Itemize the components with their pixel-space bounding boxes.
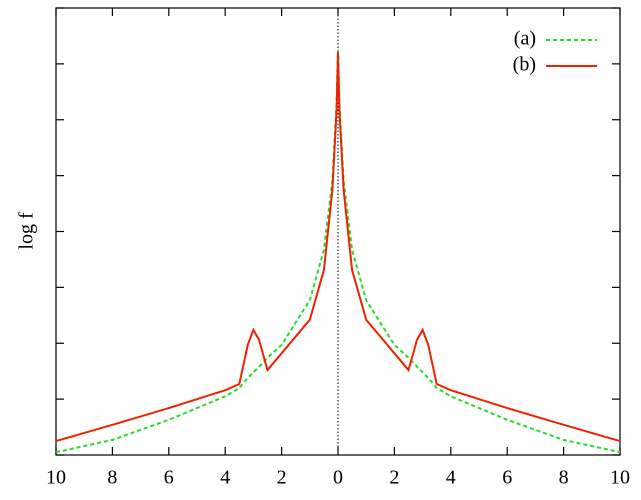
x-tick-label: 2	[277, 467, 287, 489]
y-axis-label: log f	[16, 212, 38, 250]
x-tick-label: 8	[107, 467, 117, 489]
x-tick-label: 8	[559, 467, 569, 489]
x-tick-label: 4	[220, 467, 230, 489]
x-tick-label: 10	[46, 467, 66, 489]
series-line	[55, 49, 621, 454]
x-tick-label: 6	[164, 467, 174, 489]
x-tick-label: 2	[389, 467, 399, 489]
x-tick-label: 0	[333, 467, 343, 489]
legend-label: (a)	[514, 28, 536, 50]
legend-label: (b)	[513, 54, 536, 76]
series-line	[55, 52, 621, 442]
x-tick-label: 10	[610, 467, 630, 489]
x-tick-label: 4	[446, 467, 456, 489]
x-tick-label: 6	[502, 467, 512, 489]
